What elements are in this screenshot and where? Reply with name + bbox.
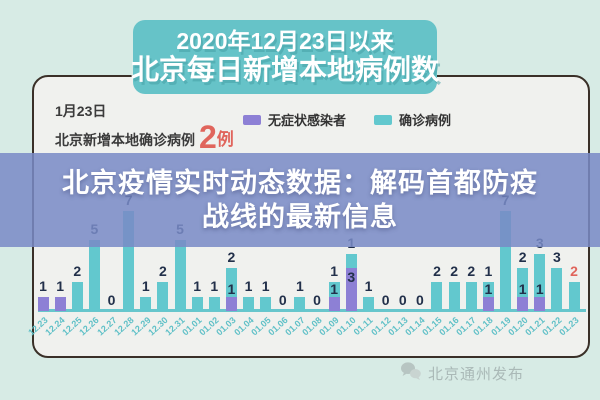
chart-legend: 无症状感染者 确诊病例 — [243, 110, 451, 129]
bar-confirmed — [260, 296, 272, 311]
bar-asymptomatic — [54, 296, 66, 311]
bar-confirmed — [345, 253, 357, 269]
bar-confirmed — [191, 296, 203, 311]
banner-subtitle: 2020年12月23日以来 — [176, 28, 394, 54]
bar-value-label: 1 — [193, 277, 202, 294]
bar-value-label: 2 — [227, 249, 236, 266]
bar-confirmed — [88, 239, 100, 311]
bar-value-label: 1 — [261, 277, 270, 294]
bar-confirmed — [174, 239, 186, 311]
bar-value-label: 1 — [141, 277, 150, 294]
bar-asymptomatic — [482, 296, 494, 311]
bar-confirmed — [140, 296, 152, 311]
headline-line2: 战线的最新信息 — [202, 202, 398, 232]
bar-confirmed — [71, 282, 83, 311]
bar-value-label: 3 — [552, 249, 561, 266]
title-banner: 2020年12月23日以来 北京每日新增本地病例数 — [131, 20, 440, 94]
bar-asymptomatic — [328, 296, 340, 311]
bar-value-label: 2 — [73, 263, 82, 280]
banner-title: 北京每日新增本地病例数 — [131, 54, 440, 85]
summary-date: 1月23日 — [55, 103, 107, 119]
bar-confirmed — [534, 253, 546, 297]
bar-value-label: 2 — [518, 249, 527, 266]
bar-asymptomatic — [225, 296, 237, 311]
bar-value-label: 2 — [570, 263, 578, 280]
bar-confirmed — [208, 296, 220, 311]
bar-confirmed — [482, 282, 494, 297]
bar-value-label: 1 — [56, 277, 65, 294]
summary-count-unit: 例 — [216, 130, 234, 149]
bar-value-label: 2 — [159, 263, 167, 280]
bar-confirmed — [362, 296, 374, 311]
bar-asymptomatic — [534, 296, 546, 311]
summary-count: 2 — [199, 119, 217, 155]
wechat-icon — [400, 361, 422, 386]
bar-value-label: 1 — [364, 277, 373, 294]
daily-summary: 1月23日 北京新增本地确诊病例 2 例 — [55, 101, 234, 155]
bar-confirmed — [568, 282, 580, 311]
bar-asymptomatic — [37, 296, 49, 311]
bar-confirmed — [243, 296, 255, 311]
bar-value-label: 2 — [467, 263, 476, 280]
legend-label: 确诊病例 — [399, 113, 452, 128]
bar-sub-value-label: 1 — [330, 280, 339, 297]
bar-confirmed — [500, 210, 511, 311]
headline-line1: 北京疫情实时动态数据：解码首都防疫 — [62, 168, 538, 198]
bar-value-label: 0 — [313, 292, 321, 308]
bar-value-label: 0 — [381, 292, 390, 308]
bar-value-label: 1 — [330, 263, 339, 280]
bar-confirmed — [551, 268, 563, 311]
bar-sub-value-label: 1 — [518, 280, 527, 297]
bar-confirmed — [517, 268, 529, 297]
bar-value-label: 2 — [433, 263, 441, 280]
bar-value-label: 1 — [210, 277, 219, 294]
bar-value-label: 1 — [244, 277, 253, 294]
bar-sub-value-label: 3 — [347, 269, 356, 286]
watermark: 北京通州发布 — [400, 361, 524, 386]
legend-swatch-teal — [374, 114, 393, 125]
legend-item-confirmed: 确诊病例 — [374, 110, 451, 129]
bar-value-label: 2 — [450, 263, 458, 280]
bar-confirmed — [123, 210, 135, 311]
bar-confirmed — [448, 282, 460, 311]
bar-sub-value-label: 1 — [484, 280, 493, 297]
bar-sub-value-label: 1 — [535, 280, 544, 297]
bar-value-label: 1 — [296, 277, 304, 294]
bar-sub-value-label: 1 — [227, 280, 236, 297]
bar-confirmed — [431, 282, 443, 311]
bar-confirmed — [225, 268, 237, 297]
bar-confirmed — [157, 282, 169, 311]
bar-value-label: 0 — [278, 292, 287, 308]
bar-value-label: 0 — [415, 292, 424, 308]
legend-item-asymptomatic: 无症状感染者 — [243, 110, 346, 129]
bar-value-label: 0 — [398, 292, 407, 308]
bar-value-label: 1 — [39, 277, 47, 294]
headline-overlay: 北京疫情实时动态数据：解码首都防疫 战线的最新信息 — [0, 153, 600, 247]
bar-value-label: 1 — [484, 263, 493, 280]
bar-confirmed — [294, 296, 306, 311]
bar-asymptomatic — [345, 268, 357, 311]
bar-asymptomatic — [517, 296, 529, 311]
x-axis-line — [38, 309, 586, 312]
legend-swatch-purple — [243, 114, 261, 125]
bar-confirmed — [328, 282, 340, 297]
watermark-source: 北京通州发布 — [427, 366, 524, 383]
bar-confirmed — [465, 282, 477, 311]
legend-label: 无症状感染者 — [268, 113, 347, 128]
bar-value-label: 0 — [107, 292, 116, 308]
summary-label: 北京新增本地确诊病例 — [55, 132, 195, 148]
